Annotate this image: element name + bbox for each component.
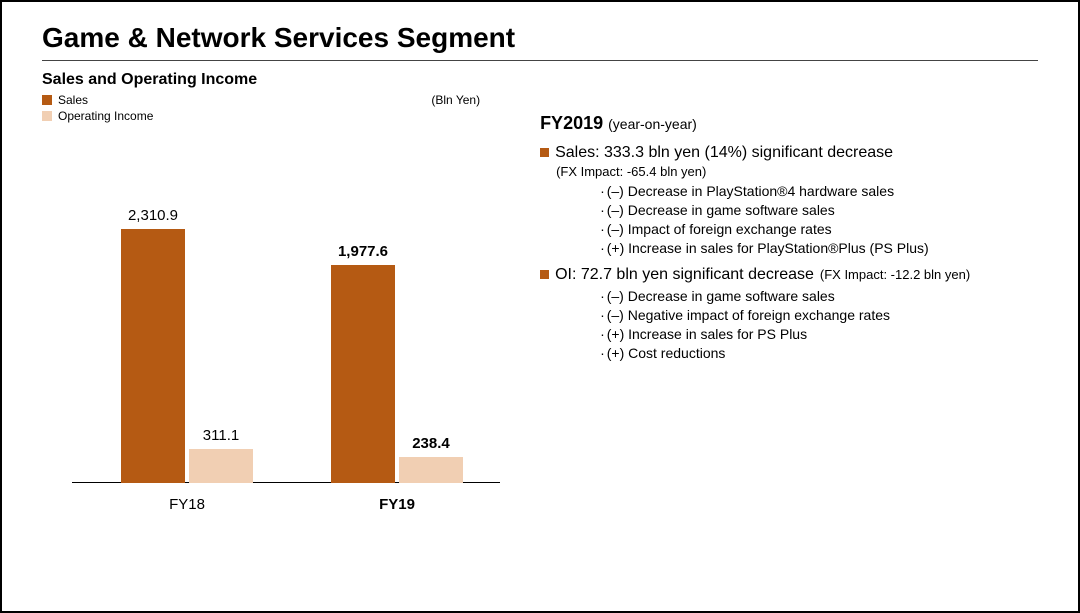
- bar-group: 1,977.6238.4: [312, 265, 482, 483]
- legend-label: Sales: [58, 93, 88, 107]
- detail-list: (–) Decrease in PlayStation®4 hardware s…: [600, 183, 1038, 256]
- commentary-panel: FY2019 (year-on-year) Sales: 333.3 bln y…: [540, 71, 1038, 523]
- fx-impact-line: (FX Impact: -65.4 bln yen): [556, 164, 1038, 179]
- legend-item: Sales: [42, 93, 153, 107]
- sales-bar: 1,977.6: [331, 265, 395, 483]
- legend-items: Sales Operating Income: [42, 93, 153, 123]
- bar-value-label: 1,977.6: [331, 243, 395, 260]
- square-bullet-icon: [540, 270, 549, 279]
- legend-label: Operating Income: [58, 109, 153, 123]
- section-lead: OI: 72.7 bln yen significant decrease: [555, 266, 814, 284]
- sales-bar: 2,310.9: [121, 229, 185, 483]
- unit-label: (Bln Yen): [431, 93, 510, 107]
- detail-item: (–) Negative impact of foreign exchange …: [600, 307, 1038, 323]
- detail-item: (+) Increase in sales for PlayStation®Pl…: [600, 240, 1038, 256]
- bar-value-label: 311.1: [189, 427, 253, 444]
- square-bullet-icon: [540, 148, 549, 157]
- bar-value-label: 238.4: [399, 435, 463, 452]
- section-heading: Sales: 333.3 bln yen (14%) significant d…: [540, 144, 1038, 162]
- section-tail: (FX Impact: -12.2 bln yen): [820, 267, 970, 282]
- group-caption: FY19: [312, 496, 482, 513]
- yoy-title-sub: (year-on-year): [608, 116, 697, 132]
- yoy-title-main: FY2019: [540, 113, 603, 133]
- detail-item: (–) Decrease in game software sales: [600, 202, 1038, 218]
- commentary-section: Sales: 333.3 bln yen (14%) significant d…: [540, 144, 1038, 256]
- group-caption: FY18: [102, 496, 272, 513]
- bar-group: 2,310.9311.1: [102, 229, 272, 483]
- page-title: Game & Network Services Segment: [42, 22, 1038, 61]
- detail-item: (+) Cost reductions: [600, 345, 1038, 361]
- detail-item: (–) Impact of foreign exchange rates: [600, 221, 1038, 237]
- legend-swatch: [42, 111, 52, 121]
- columns: Sales and Operating Income Sales Operatin…: [42, 71, 1038, 523]
- detail-list: (–) Decrease in game software sales (–) N…: [600, 288, 1038, 361]
- yoy-title: FY2019 (year-on-year): [540, 113, 1038, 134]
- oi-bar: 311.1: [189, 449, 253, 483]
- detail-item: (–) Decrease in PlayStation®4 hardware s…: [600, 183, 1038, 199]
- legend-swatch: [42, 95, 52, 105]
- bar-value-label: 2,310.9: [121, 207, 185, 224]
- detail-item: (+) Increase in sales for PS Plus: [600, 326, 1038, 342]
- commentary-section: OI: 72.7 bln yen significant decrease (FX…: [540, 266, 1038, 361]
- oi-bar: 238.4: [399, 457, 463, 483]
- legend-item: Operating Income: [42, 109, 153, 123]
- bar-chart: 2,310.9311.1FY181,977.6238.4FY19: [42, 153, 510, 523]
- section-lead: Sales: 333.3 bln yen (14%) significant d…: [555, 144, 893, 162]
- legend-line: Sales Operating Income (Bln Yen): [42, 93, 510, 123]
- section-heading: OI: 72.7 bln yen significant decrease (FX…: [540, 266, 1038, 284]
- detail-item: (–) Decrease in game software sales: [600, 288, 1038, 304]
- chart-subtitle: Sales and Operating Income: [42, 71, 510, 89]
- chart-panel: Sales and Operating Income Sales Operatin…: [42, 71, 510, 523]
